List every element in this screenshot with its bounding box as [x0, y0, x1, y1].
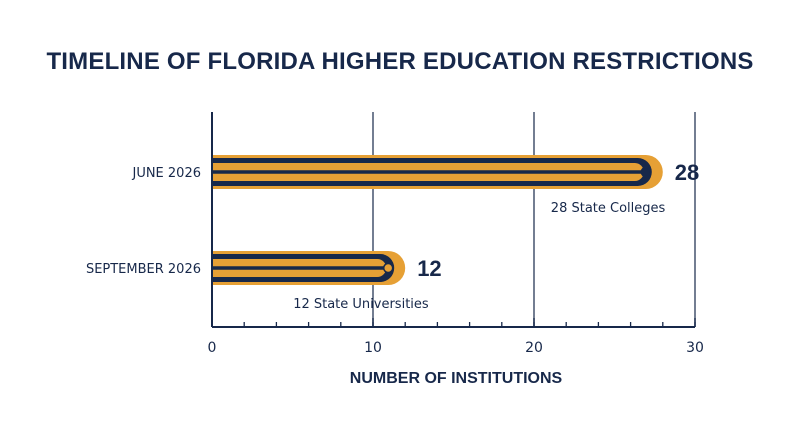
- x-axis-title: NUMBER OF INSTITUTIONS: [350, 370, 563, 387]
- chart-title: TIMELINE OF FLORIDA HIGHER EDUCATION RES…: [46, 48, 754, 75]
- x-tick-label: 10: [364, 340, 382, 356]
- category-label: SEPTEMBER 2026: [86, 262, 201, 277]
- bar-end-marker: [382, 262, 394, 274]
- data-label: 28: [675, 160, 699, 185]
- category-label: JUNE 2026: [131, 166, 201, 181]
- bar-end-marker: [640, 166, 652, 178]
- x-tick-label: 30: [686, 340, 704, 356]
- x-tick-label: 20: [525, 340, 543, 356]
- bar-annotation: 12 State Universities: [293, 297, 429, 312]
- x-tick-label: 0: [208, 340, 217, 356]
- bar-annotation: 28 State Colleges: [551, 201, 666, 216]
- data-label: 12: [417, 256, 441, 281]
